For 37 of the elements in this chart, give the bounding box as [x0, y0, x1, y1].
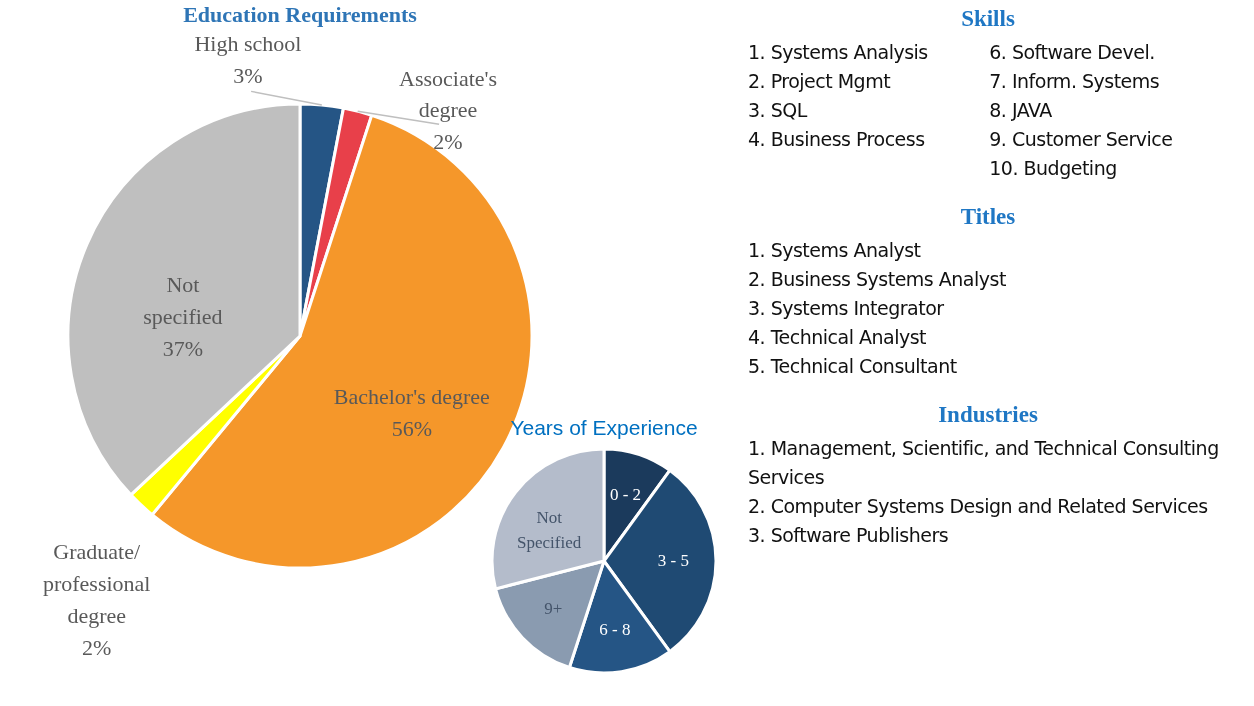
- text: 8. JAVA: [989, 98, 1053, 123]
- slice-label: Associate's degree: [399, 65, 498, 123]
- slice-label: 3 - 5: [657, 551, 690, 570]
- text: Skills: [960, 6, 1016, 32]
- data-label: 2%: [433, 129, 463, 155]
- text: 3. Software Publishers: [748, 523, 950, 548]
- data-label: 37%: [162, 336, 204, 362]
- text: 2. Computer Systems Design and Related Services: [748, 494, 1209, 519]
- text: 6. Software Devel.: [989, 40, 1156, 65]
- text: 9. Customer Service: [989, 127, 1174, 152]
- text: 4. Business Process: [748, 127, 926, 152]
- text: 4. Technical Analyst: [748, 325, 927, 350]
- text: Industries: [937, 402, 1039, 428]
- text: 10. Budgeting: [989, 156, 1118, 181]
- text: 1. Systems Analysis: [748, 40, 929, 65]
- data-label: 2%: [82, 635, 112, 661]
- text: 1. Systems Analyst: [748, 238, 922, 263]
- data-label: 56%: [391, 416, 432, 442]
- text: 5. Technical Consultant: [748, 354, 958, 379]
- slice-label: Bachelor's degree: [333, 384, 490, 410]
- text: 2. Business Systems Analyst: [748, 267, 1007, 292]
- slice-label: 9+: [544, 598, 563, 618]
- text: Titles: [959, 204, 1017, 230]
- text: 1. Management, Scientific, and Technical Consulting Services: [748, 436, 1220, 490]
- slice-label: 6 - 8: [599, 619, 631, 639]
- chart-title: Years of Experience: [510, 416, 698, 439]
- slice-label: Not specified: [143, 272, 223, 330]
- text: 2. Project Mgmt: [748, 69, 892, 94]
- slice-label: Graduate/professional degree: [42, 539, 151, 629]
- chart-title: Education Requirements: [183, 2, 418, 27]
- data-label: 3%: [233, 62, 263, 88]
- text: 3. Systems Integrator: [748, 296, 945, 321]
- slice-label: 0 - 2: [609, 484, 642, 504]
- text: 7. Inform. Systems: [989, 69, 1161, 94]
- slice-label: Not Specified: [517, 508, 582, 553]
- text: 3. SQL: [748, 98, 809, 123]
- slice-label: High school: [194, 30, 302, 56]
